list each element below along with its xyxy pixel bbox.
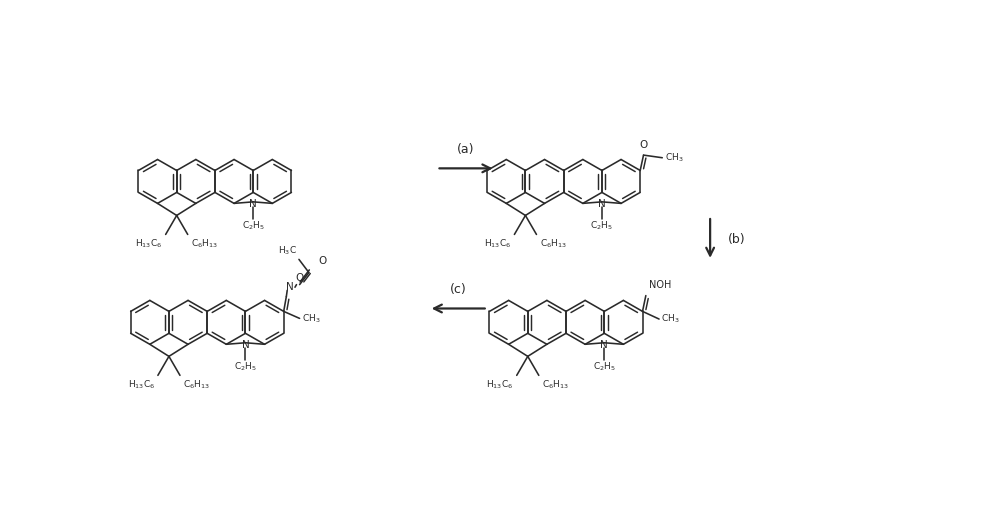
Text: C$_6$H$_{13}$: C$_6$H$_{13}$: [183, 379, 210, 391]
Text: (c): (c): [450, 283, 467, 296]
Text: N: N: [600, 340, 608, 351]
Text: C$_2$H$_5$: C$_2$H$_5$: [242, 220, 265, 233]
Text: H$_{13}$C$_6$: H$_{13}$C$_6$: [128, 379, 155, 391]
Text: CH$_3$: CH$_3$: [661, 313, 680, 326]
Text: N: N: [286, 282, 294, 292]
Text: C$_6$H$_{13}$: C$_6$H$_{13}$: [540, 238, 567, 250]
Text: C$_6$H$_{13}$: C$_6$H$_{13}$: [191, 238, 218, 250]
Text: C$_2$H$_5$: C$_2$H$_5$: [593, 361, 616, 373]
Text: O: O: [639, 140, 648, 150]
Text: (b): (b): [728, 233, 746, 246]
Text: C$_6$H$_{13}$: C$_6$H$_{13}$: [542, 379, 569, 391]
Text: H$_3$C: H$_3$C: [278, 245, 297, 257]
Text: N: N: [249, 199, 257, 210]
Text: C$_2$H$_5$: C$_2$H$_5$: [234, 361, 257, 373]
Text: H$_{13}$C$_6$: H$_{13}$C$_6$: [135, 238, 163, 250]
Text: CH$_3$: CH$_3$: [665, 151, 683, 164]
Text: N: N: [242, 340, 249, 351]
Text: CH$_3$: CH$_3$: [302, 312, 321, 324]
Text: N: N: [598, 199, 606, 210]
Text: H$_{13}$C$_6$: H$_{13}$C$_6$: [486, 379, 514, 391]
Text: O: O: [318, 257, 326, 266]
Text: NOH: NOH: [649, 280, 671, 290]
Text: C$_2$H$_5$: C$_2$H$_5$: [590, 220, 613, 233]
Text: (a): (a): [457, 143, 475, 156]
Text: O: O: [295, 273, 304, 283]
Text: H$_{13}$C$_6$: H$_{13}$C$_6$: [484, 238, 511, 250]
